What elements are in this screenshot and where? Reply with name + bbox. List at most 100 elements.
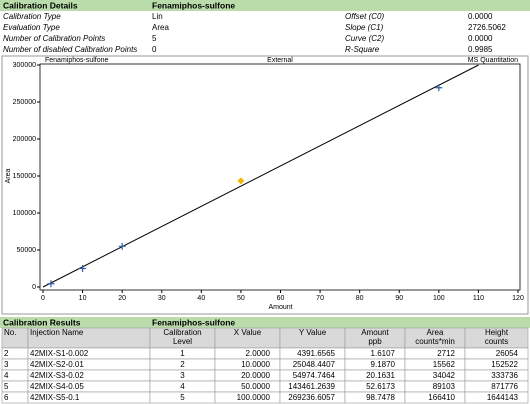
table-value: 4391.6565 (297, 349, 335, 358)
table-value: 42MIX-S4-0.05 (30, 382, 84, 391)
column-header: Injection Name (30, 328, 84, 337)
table-value: 152522 (491, 360, 518, 369)
x-tick-label: 10 (79, 295, 87, 302)
column-header: Amount (361, 328, 389, 337)
x-tick-label: 0 (41, 295, 45, 302)
y-tick-label: 50000 (17, 247, 37, 254)
detail-label: Slope (C1) (345, 23, 384, 32)
chart-frame (1, 55, 529, 315)
table-value: 34042 (433, 371, 456, 380)
chart-subtitle: External (267, 57, 293, 64)
point (47, 280, 55, 288)
table-value: 3 (180, 371, 185, 380)
detail-value: 0.9985 (468, 45, 493, 54)
column-header: counts*min (415, 337, 455, 346)
column-header: Height (485, 328, 509, 337)
x-tick-label: 70 (316, 295, 324, 302)
y-tick-label: 300000 (13, 62, 36, 69)
detail-label: Number of disabled Calibration Points (3, 45, 137, 54)
column-header: No. (4, 328, 16, 337)
detail-value: Area (152, 23, 169, 32)
x-tick-label: 80 (356, 295, 364, 302)
table-value: 25048.4407 (293, 360, 336, 369)
table-value: 4 (4, 371, 9, 380)
details-compound: Fenamiphos-sulfone (152, 0, 235, 10)
x-tick-label: 100 (433, 295, 445, 302)
table-value: 143461.2639 (288, 382, 335, 391)
table-value: 15562 (433, 360, 456, 369)
table-value: 2 (4, 349, 9, 358)
y-tick-label: 200000 (13, 136, 36, 143)
x-tick-label: 120 (512, 295, 524, 302)
column-header: ppb (368, 337, 382, 346)
table-value: 89103 (433, 382, 456, 391)
table-value: 871776 (491, 382, 518, 391)
table-value: 42MIX-S1-0.002 (30, 349, 89, 358)
x-axis-label: Amount (268, 304, 292, 311)
detail-label: Number of Calibration Points (3, 34, 105, 43)
detail-value: 0 (152, 45, 157, 54)
detail-value: Lin (152, 12, 163, 21)
detail-label: Calibration Type (3, 12, 61, 21)
detail-label: Offset (C0) (345, 12, 384, 21)
table-value: 1644143 (487, 393, 519, 402)
table-value: 1 (180, 349, 185, 358)
table-value: 98.7478 (366, 393, 395, 402)
results-title: Calibration Results (3, 317, 81, 327)
x-tick-label: 30 (158, 295, 166, 302)
table-value: 333736 (491, 371, 518, 380)
table-cell (464, 391, 529, 404)
detail-label: R-Square (345, 45, 380, 54)
column-header: Calibration (163, 328, 201, 337)
x-tick-label: 50 (237, 295, 245, 302)
y-axis-label: Area (5, 169, 12, 184)
detail-value: 5 (152, 34, 157, 43)
x-tick-label: 90 (395, 295, 403, 302)
column-header: Level (173, 337, 192, 346)
x-tick-label: 110 (473, 295, 484, 302)
column-header: counts (485, 337, 509, 346)
table-value: 54974.7464 (293, 371, 336, 380)
details-header-bg (0, 0, 530, 11)
y-tick-label: 250000 (13, 99, 36, 106)
table-value: 6 (4, 393, 9, 402)
table-cell (404, 347, 466, 360)
table-value: 42MIX-S2-0.01 (30, 360, 84, 369)
details-title: Calibration Details (3, 0, 78, 10)
table-value: 42MIX-S5-0.1 (30, 393, 80, 402)
column-header: Area (427, 328, 444, 337)
table-value: 50.0000 (241, 382, 270, 391)
table-value: 100.0000 (237, 393, 271, 402)
table-value: 269236.6057 (288, 393, 335, 402)
table-value: 20.0000 (241, 371, 270, 380)
table-value: 9.1870 (371, 360, 396, 369)
y-tick-label: 100000 (13, 210, 36, 217)
x-tick-label: 20 (118, 295, 126, 302)
table-value: 3 (4, 360, 9, 369)
table-value: 5 (4, 382, 9, 391)
detail-value: 0.0000 (468, 12, 493, 21)
x-tick-label: 60 (277, 295, 285, 302)
table-value: 10.0000 (241, 360, 270, 369)
table-value: 1.6107 (371, 349, 396, 358)
table-value: 2 (180, 360, 185, 369)
table-value: 42MIX-S3-0.02 (30, 371, 84, 380)
point (435, 84, 443, 92)
point (118, 242, 126, 250)
table-value: 20.1631 (366, 371, 395, 380)
table-value: 5 (180, 393, 185, 402)
point (237, 177, 245, 185)
point (79, 264, 87, 272)
table-value: 2712 (437, 349, 455, 358)
results-compound: Fenamiphos-sulfone (152, 317, 235, 327)
results-header-bg (0, 317, 530, 328)
table-value: 4 (180, 382, 185, 391)
y-tick-label: 150000 (13, 173, 36, 180)
chart-annotation: MS Quantitation (468, 57, 518, 64)
chart-title: Fenamiphos-sulfone (45, 57, 109, 64)
column-header: Y Value (299, 328, 327, 337)
table-value: 52.6173 (366, 382, 395, 391)
table-value: 2.0000 (246, 349, 271, 358)
detail-value: 0.0000 (468, 34, 493, 43)
